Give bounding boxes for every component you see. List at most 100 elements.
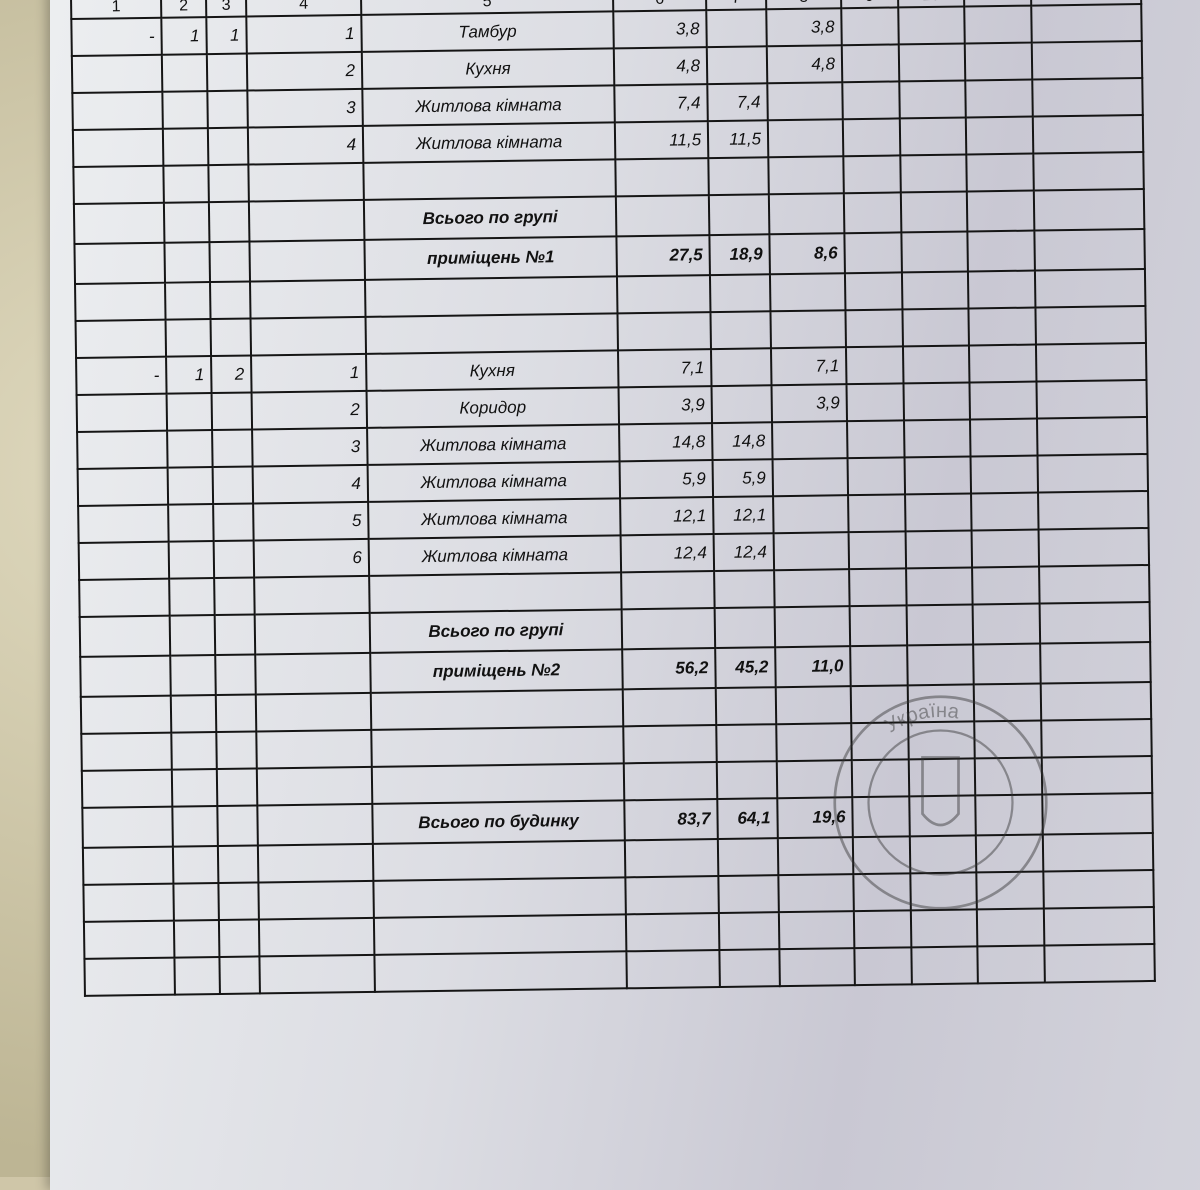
table-cell: [214, 540, 255, 578]
table-cell: [249, 240, 365, 282]
table-cell: [854, 947, 912, 985]
table-cell: Житлова кімната: [368, 498, 620, 539]
table-cell: [770, 310, 846, 348]
table-cell: [80, 656, 171, 697]
table-cell: [1040, 602, 1151, 644]
table-cell: Житлова кімната: [369, 535, 621, 576]
table-cell: 14,8: [619, 423, 713, 461]
table-cell: [900, 155, 967, 193]
table-cell: 56,2: [622, 648, 716, 689]
table-cell: [719, 949, 780, 987]
table-cell: 12,4: [714, 533, 775, 571]
table-cell: [621, 571, 715, 609]
table-cell: [773, 495, 849, 533]
table-cell: 83,7: [624, 799, 718, 840]
table-cell: [162, 91, 208, 129]
table-cell: [366, 313, 618, 354]
table-cell: [1044, 907, 1155, 946]
table-cell: [1035, 306, 1146, 345]
table-cell: [844, 232, 902, 273]
table-cell: [900, 118, 967, 156]
table-cell: [854, 910, 912, 948]
table-cell: [1038, 454, 1149, 493]
table-cell: [716, 687, 777, 725]
table-cell: [256, 730, 372, 769]
table-cell: [842, 44, 900, 82]
table-cell: [626, 950, 720, 988]
table-cell: [72, 55, 163, 93]
table-cell: [969, 345, 1037, 383]
table-cell: 2: [252, 391, 368, 430]
table-cell: [365, 276, 617, 317]
table-cell: [163, 128, 209, 166]
table-cell: Житлова кімната: [363, 122, 615, 163]
table-cell: [216, 731, 257, 769]
table-cell: [847, 420, 905, 458]
table-cell: [166, 319, 212, 357]
table-cell: [209, 202, 250, 243]
table-cell: [259, 955, 375, 994]
table-cell: Всього по групі: [370, 609, 623, 653]
table-cell: [967, 191, 1035, 232]
table-cell: [84, 958, 175, 996]
table-cell: приміщень №2: [370, 649, 623, 693]
table-cell: [968, 308, 1036, 346]
table-cell: 5,9: [620, 460, 714, 498]
table-cell: [78, 468, 169, 506]
table-cell: [709, 194, 770, 235]
table-cell: 6: [254, 539, 370, 578]
table-cell: [173, 846, 219, 884]
table-cell: 7,4: [707, 83, 768, 121]
table-cell: 3: [247, 89, 363, 128]
table-cell: 3,8: [613, 10, 707, 48]
table-cell: [1032, 41, 1143, 80]
table-cell: [905, 456, 972, 494]
table-cell: [906, 530, 973, 568]
table-cell: [217, 805, 258, 846]
table-cell: [1033, 115, 1144, 154]
table-cell: [779, 948, 855, 986]
table-cell: [257, 804, 373, 846]
table-cell: [217, 768, 258, 806]
table-cell: [850, 645, 908, 686]
table-cell: 7,1: [771, 347, 847, 385]
table-cell: 12,1: [620, 497, 714, 535]
table-cell: [842, 81, 900, 119]
table-cell: [369, 572, 621, 613]
column-header: 3: [206, 0, 246, 17]
table-cell: [1042, 756, 1153, 795]
table-cell: [258, 881, 374, 920]
table-cell: [768, 156, 844, 194]
table-cell: [82, 770, 173, 808]
table-cell: [84, 921, 175, 959]
table-cell: [167, 430, 213, 468]
table-cell: [901, 191, 968, 232]
table-cell: [81, 696, 172, 734]
table-cell: [706, 9, 767, 47]
table-cell: [907, 644, 974, 685]
table-cell: [779, 911, 855, 949]
table-cell: 18,9: [709, 234, 770, 275]
table-cell: 7,4: [614, 84, 708, 122]
table-cell: [373, 840, 625, 881]
table-cell: [711, 348, 772, 386]
table-cell: [719, 912, 780, 950]
table-cell: [79, 542, 170, 580]
table-cell: [903, 345, 970, 383]
table-cell: [904, 419, 971, 457]
table-cell: [172, 806, 218, 847]
table-cell: [215, 654, 256, 695]
table-cell: [845, 272, 903, 310]
table-cell: [970, 419, 1038, 457]
table-cell: [843, 118, 901, 156]
table-cell: [208, 128, 249, 166]
table-cell: [208, 165, 249, 203]
table-cell: [1038, 491, 1149, 530]
table-cell: [843, 155, 901, 193]
table-cell: [1043, 870, 1154, 909]
table-cell: [83, 884, 174, 922]
table-cell: [903, 382, 970, 420]
table-cell: [968, 271, 1036, 309]
table-cell: [214, 577, 255, 615]
table-cell: 5,9: [713, 459, 774, 497]
